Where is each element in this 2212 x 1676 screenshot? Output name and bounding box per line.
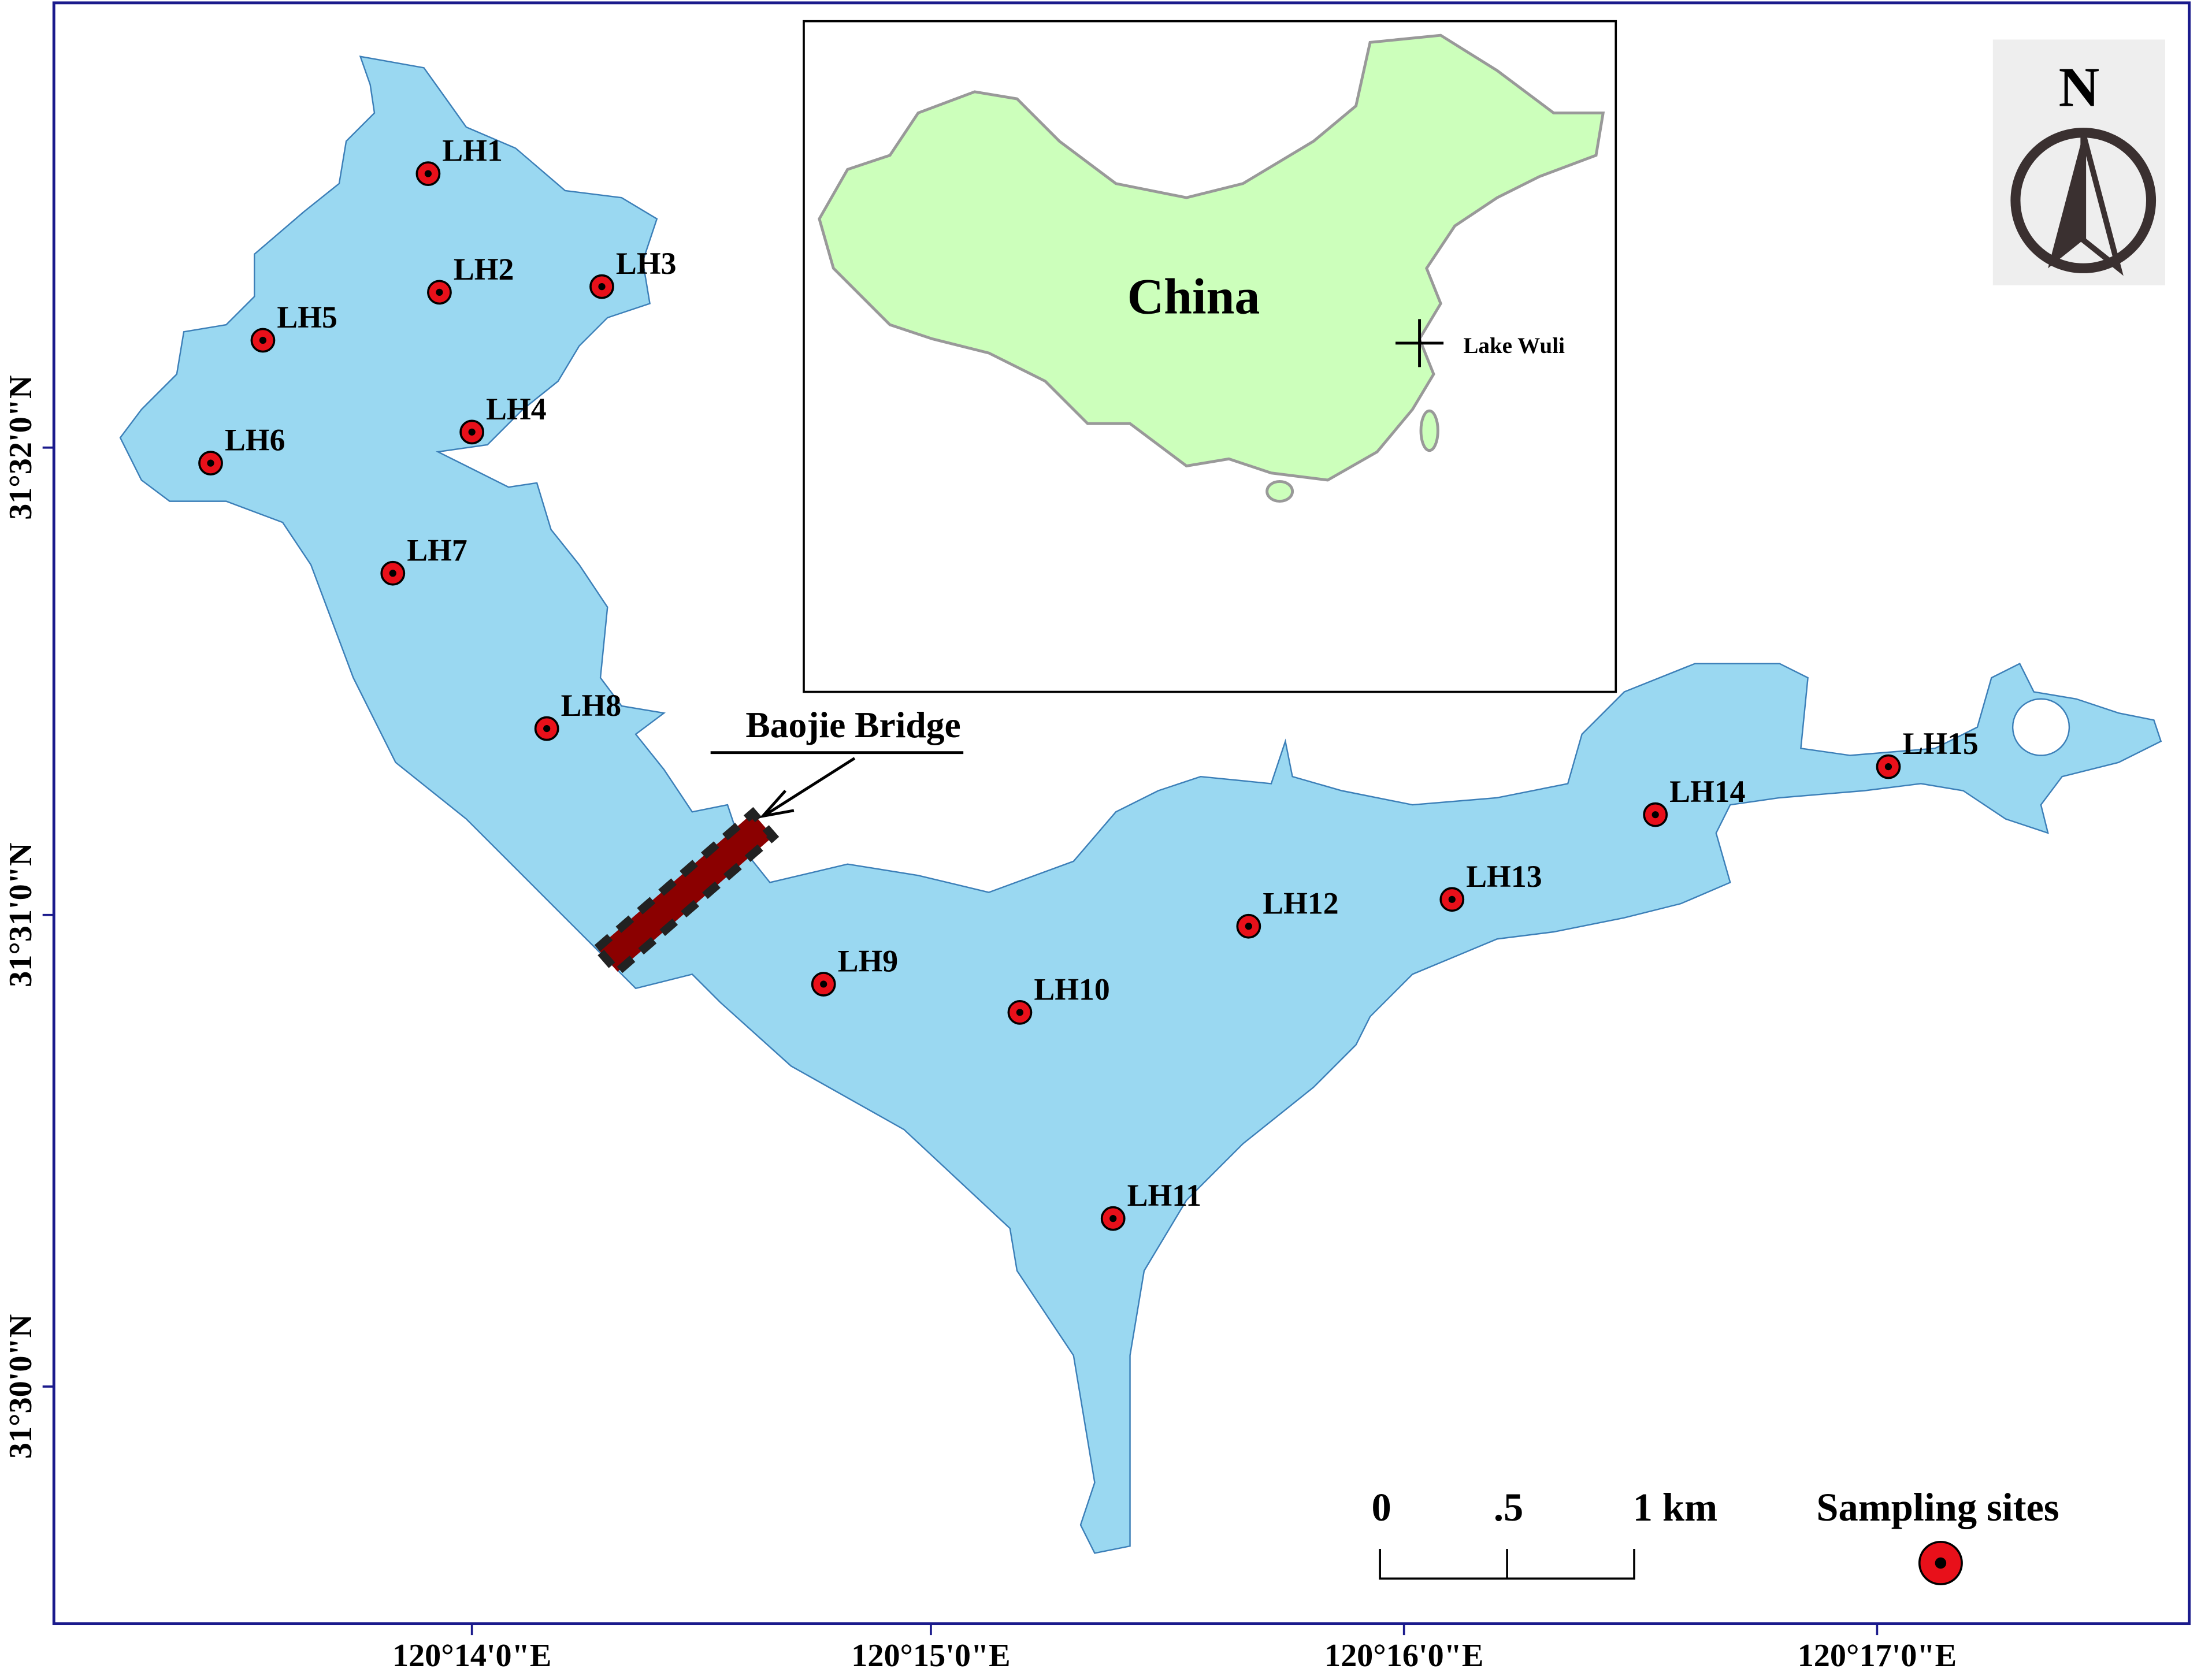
site-label: LH13 <box>1466 859 1542 894</box>
site-dot <box>436 288 443 296</box>
site-dot <box>1245 923 1252 930</box>
site-dot <box>207 459 214 467</box>
site-dot <box>1109 1215 1117 1222</box>
hainan <box>1265 480 1294 503</box>
site-dot <box>1651 811 1659 819</box>
scale-label: 1 km <box>1633 1485 1717 1529</box>
lat-label: 31°31'0"N <box>3 843 39 987</box>
site-dot <box>543 724 551 733</box>
site-label: LH5 <box>277 300 337 335</box>
bridge <box>591 807 780 978</box>
lake <box>119 55 2162 1554</box>
site-dot <box>1884 763 1892 771</box>
site-dot <box>820 980 827 988</box>
site-label: LH4 <box>486 392 547 426</box>
legend-symbol-dot <box>1935 1557 1947 1569</box>
site-dot <box>1448 895 1456 903</box>
site-label: LH11 <box>1127 1178 1201 1213</box>
site-dot <box>259 336 267 344</box>
bridge-pointer <box>764 757 856 816</box>
site-label: LH14 <box>1669 774 1745 809</box>
bridge-pointer <box>759 790 795 819</box>
site-label: LH2 <box>454 252 514 287</box>
north-arrow <box>2048 134 2084 269</box>
site-label: LH10 <box>1034 972 1109 1006</box>
north-arrow <box>2080 133 2124 276</box>
site-dot <box>598 283 606 291</box>
scale-label: 0 <box>1371 1485 1391 1529</box>
site-label: LH3 <box>616 246 677 281</box>
lake-label: Lake Wuli <box>1463 333 1565 358</box>
china-outline <box>818 34 1605 482</box>
site-label: LH6 <box>225 423 285 458</box>
site-label: LH1 <box>442 133 503 168</box>
lat-label: 31°32'0"N <box>3 376 39 520</box>
legend-label: Sampling sites <box>1816 1485 2059 1529</box>
lon-label: 120°14'0"E <box>392 1638 551 1674</box>
site-label: LH9 <box>838 943 899 978</box>
lat-label: 31°30'0"N <box>3 1314 39 1459</box>
scale-label: .5 <box>1494 1485 1523 1529</box>
site-label: LH15 <box>1902 726 1978 761</box>
country-label: China <box>1127 269 1260 325</box>
site-dot <box>424 170 432 177</box>
north-circle <box>2010 128 2157 273</box>
site-label: LH12 <box>1263 886 1338 920</box>
site-label: LH7 <box>407 533 467 567</box>
bridge-mark <box>591 807 780 978</box>
site-dot <box>468 428 476 436</box>
taiwan <box>1419 409 1439 452</box>
site-dot <box>389 570 396 577</box>
north-label: N <box>2059 56 2100 118</box>
lon-label: 120°16'0"E <box>1324 1638 1483 1674</box>
lon-label: 120°15'0"E <box>851 1638 1010 1674</box>
site-dot <box>1016 1009 1024 1016</box>
site-label: LH8 <box>561 688 622 723</box>
bridge-label: Baojie Bridge <box>745 704 960 745</box>
lon-label: 120°17'0"E <box>1798 1638 1957 1674</box>
